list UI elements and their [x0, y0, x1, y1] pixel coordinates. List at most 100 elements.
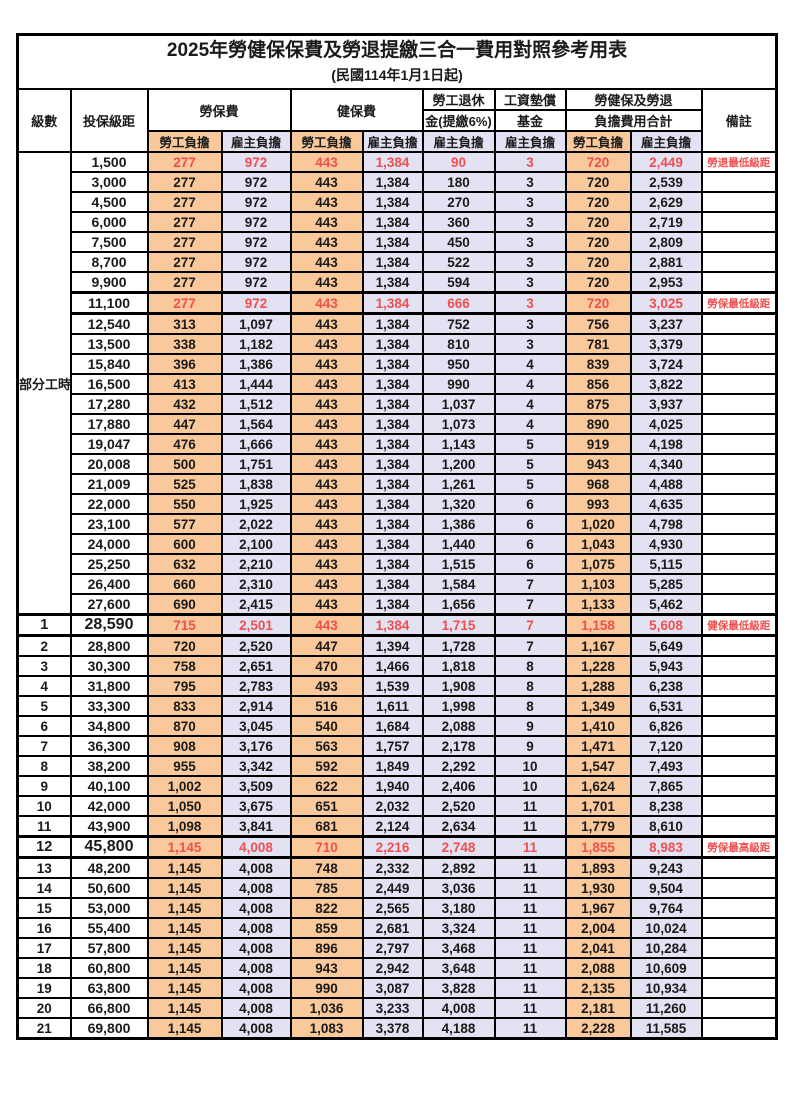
value-cell: 2,809	[629, 231, 703, 253]
value-cell: 1,145	[146, 997, 223, 1019]
value-cell: 443	[289, 312, 364, 335]
remark-cell	[700, 1017, 778, 1040]
bracket-cell: 40,100	[69, 775, 149, 797]
value-cell: 1,818	[421, 655, 496, 677]
table-row: 17,880 447 1,564 443 1,384 1,073 4 890 4,025	[18, 413, 778, 435]
value-cell: 1,384	[361, 393, 424, 415]
remark-cell	[700, 735, 778, 757]
value-cell: 1,444	[220, 373, 292, 395]
table-row: 19 63,800 1,145 4,008 990 3,087 3,828 11 2,135 10…	[16, 977, 778, 999]
value-cell: 443	[289, 433, 364, 455]
page-subtitle: (民國114年1月1日起)	[331, 67, 463, 83]
premium-reference-table: 2025年勞健保保費及勞退提繳三合一費用對照參考用表 (民國114年1月1日起)…	[16, 33, 779, 1040]
col-header-remark: 備註	[700, 88, 778, 153]
value-cell: 7,120	[629, 735, 703, 757]
value-cell: 720	[564, 211, 632, 233]
value-cell: 1,440	[421, 533, 496, 555]
value-cell: 720	[564, 251, 632, 273]
bracket-cell: 33,300	[69, 695, 149, 717]
value-cell: 908	[146, 735, 223, 757]
value-cell: 4,008	[220, 917, 292, 939]
value-cell: 1,384	[361, 333, 424, 355]
value-cell: 8	[493, 655, 567, 677]
value-cell: 2,088	[421, 715, 496, 737]
value-cell: 5	[493, 433, 567, 455]
table-row: 21 69,800 1,145 4,008 1,083 3,378 4,188 11 2,228…	[16, 1017, 778, 1040]
value-cell: 1,384	[361, 573, 424, 595]
table-row: 22,000 550 1,925 443 1,384 1,320 6 993 4,635	[18, 493, 778, 515]
value-cell: 1,384	[361, 373, 424, 395]
value-cell: 632	[146, 553, 223, 575]
remark-cell: 勞退最低級距	[700, 151, 778, 173]
value-cell: 2,651	[220, 655, 292, 677]
value-cell: 2,719	[629, 211, 703, 233]
bracket-cell: 42,000	[69, 795, 149, 817]
remark-cell	[700, 795, 778, 817]
value-cell: 1,684	[361, 715, 424, 737]
value-cell: 10	[493, 755, 567, 777]
value-cell: 443	[289, 271, 364, 294]
value-cell: 2,310	[220, 573, 292, 595]
value-cell: 4,008	[220, 856, 292, 879]
table-row: 15,840 396 1,386 443 1,384 950 4 839 3,724	[18, 353, 778, 375]
value-cell: 11	[493, 835, 567, 859]
table-row: 9 40,100 1,002 3,509 622 1,940 2,406 10 1,624 7,8…	[16, 775, 778, 797]
header-row-1: 級數 投保級距 勞保費 健保費 勞工退休 工資墊償 勞健保及勞退 備註	[16, 88, 778, 153]
table-row: 3,000 277 972 443 1,384 180 3 720 2,539	[18, 171, 778, 193]
remark-cell	[700, 493, 778, 515]
value-cell: 1,043	[564, 533, 632, 555]
value-cell: 3	[493, 271, 567, 294]
value-cell: 8,238	[629, 795, 703, 817]
value-cell: 577	[146, 513, 223, 535]
table-row: 20,008 500 1,751 443 1,384 1,200 5 943 4,340	[18, 453, 778, 475]
value-cell: 690	[146, 593, 223, 616]
value-cell: 443	[289, 393, 364, 415]
value-cell: 4	[493, 353, 567, 375]
value-cell: 8,610	[629, 815, 703, 838]
remark-cell	[700, 473, 778, 495]
value-cell: 277	[146, 231, 223, 253]
value-cell: 4,930	[629, 533, 703, 555]
bracket-cell: 63,800	[69, 977, 149, 999]
value-cell: 277	[146, 251, 223, 273]
value-cell: 563	[289, 735, 364, 757]
level-cell: 9	[16, 775, 72, 797]
value-cell: 10,284	[629, 937, 703, 959]
value-cell: 6	[493, 533, 567, 555]
value-cell: 1,288	[564, 675, 632, 697]
value-cell: 2,783	[220, 675, 292, 697]
value-cell: 450	[421, 231, 496, 253]
value-cell: 1,145	[146, 977, 223, 999]
value-cell: 1,940	[361, 775, 424, 797]
value-cell: 1,384	[361, 291, 424, 315]
value-cell: 4,008	[220, 997, 292, 1019]
value-cell: 2,634	[421, 815, 496, 838]
remark-cell	[700, 897, 778, 919]
value-cell: 1,384	[361, 171, 424, 193]
value-cell: 1,925	[220, 493, 292, 515]
value-cell: 10,934	[629, 977, 703, 999]
value-cell: 810	[421, 333, 496, 355]
value-cell: 10	[493, 775, 567, 797]
value-cell: 3,237	[629, 312, 703, 335]
remark-cell	[700, 333, 778, 355]
remark-cell	[700, 715, 778, 737]
table-row: 7 36,300 908 3,176 563 1,757 2,178 9 1,471 7,120	[16, 735, 778, 757]
value-cell: 443	[289, 151, 364, 173]
value-cell: 972	[220, 171, 292, 193]
value-cell: 3,342	[220, 755, 292, 777]
value-cell: 4,008	[220, 835, 292, 859]
value-cell: 795	[146, 675, 223, 697]
value-cell: 1,384	[361, 211, 424, 233]
remark-cell	[700, 312, 778, 335]
value-cell: 2,124	[361, 815, 424, 838]
value-cell: 1,384	[361, 553, 424, 575]
value-cell: 1,715	[421, 613, 496, 637]
value-cell: 2,100	[220, 533, 292, 555]
value-cell: 9	[493, 735, 567, 757]
remark-cell	[700, 433, 778, 455]
bracket-cell: 28,590	[69, 613, 149, 637]
remark-cell: 勞保最高級距	[700, 835, 778, 859]
value-cell: 785	[289, 877, 364, 899]
bracket-cell: 57,800	[69, 937, 149, 959]
